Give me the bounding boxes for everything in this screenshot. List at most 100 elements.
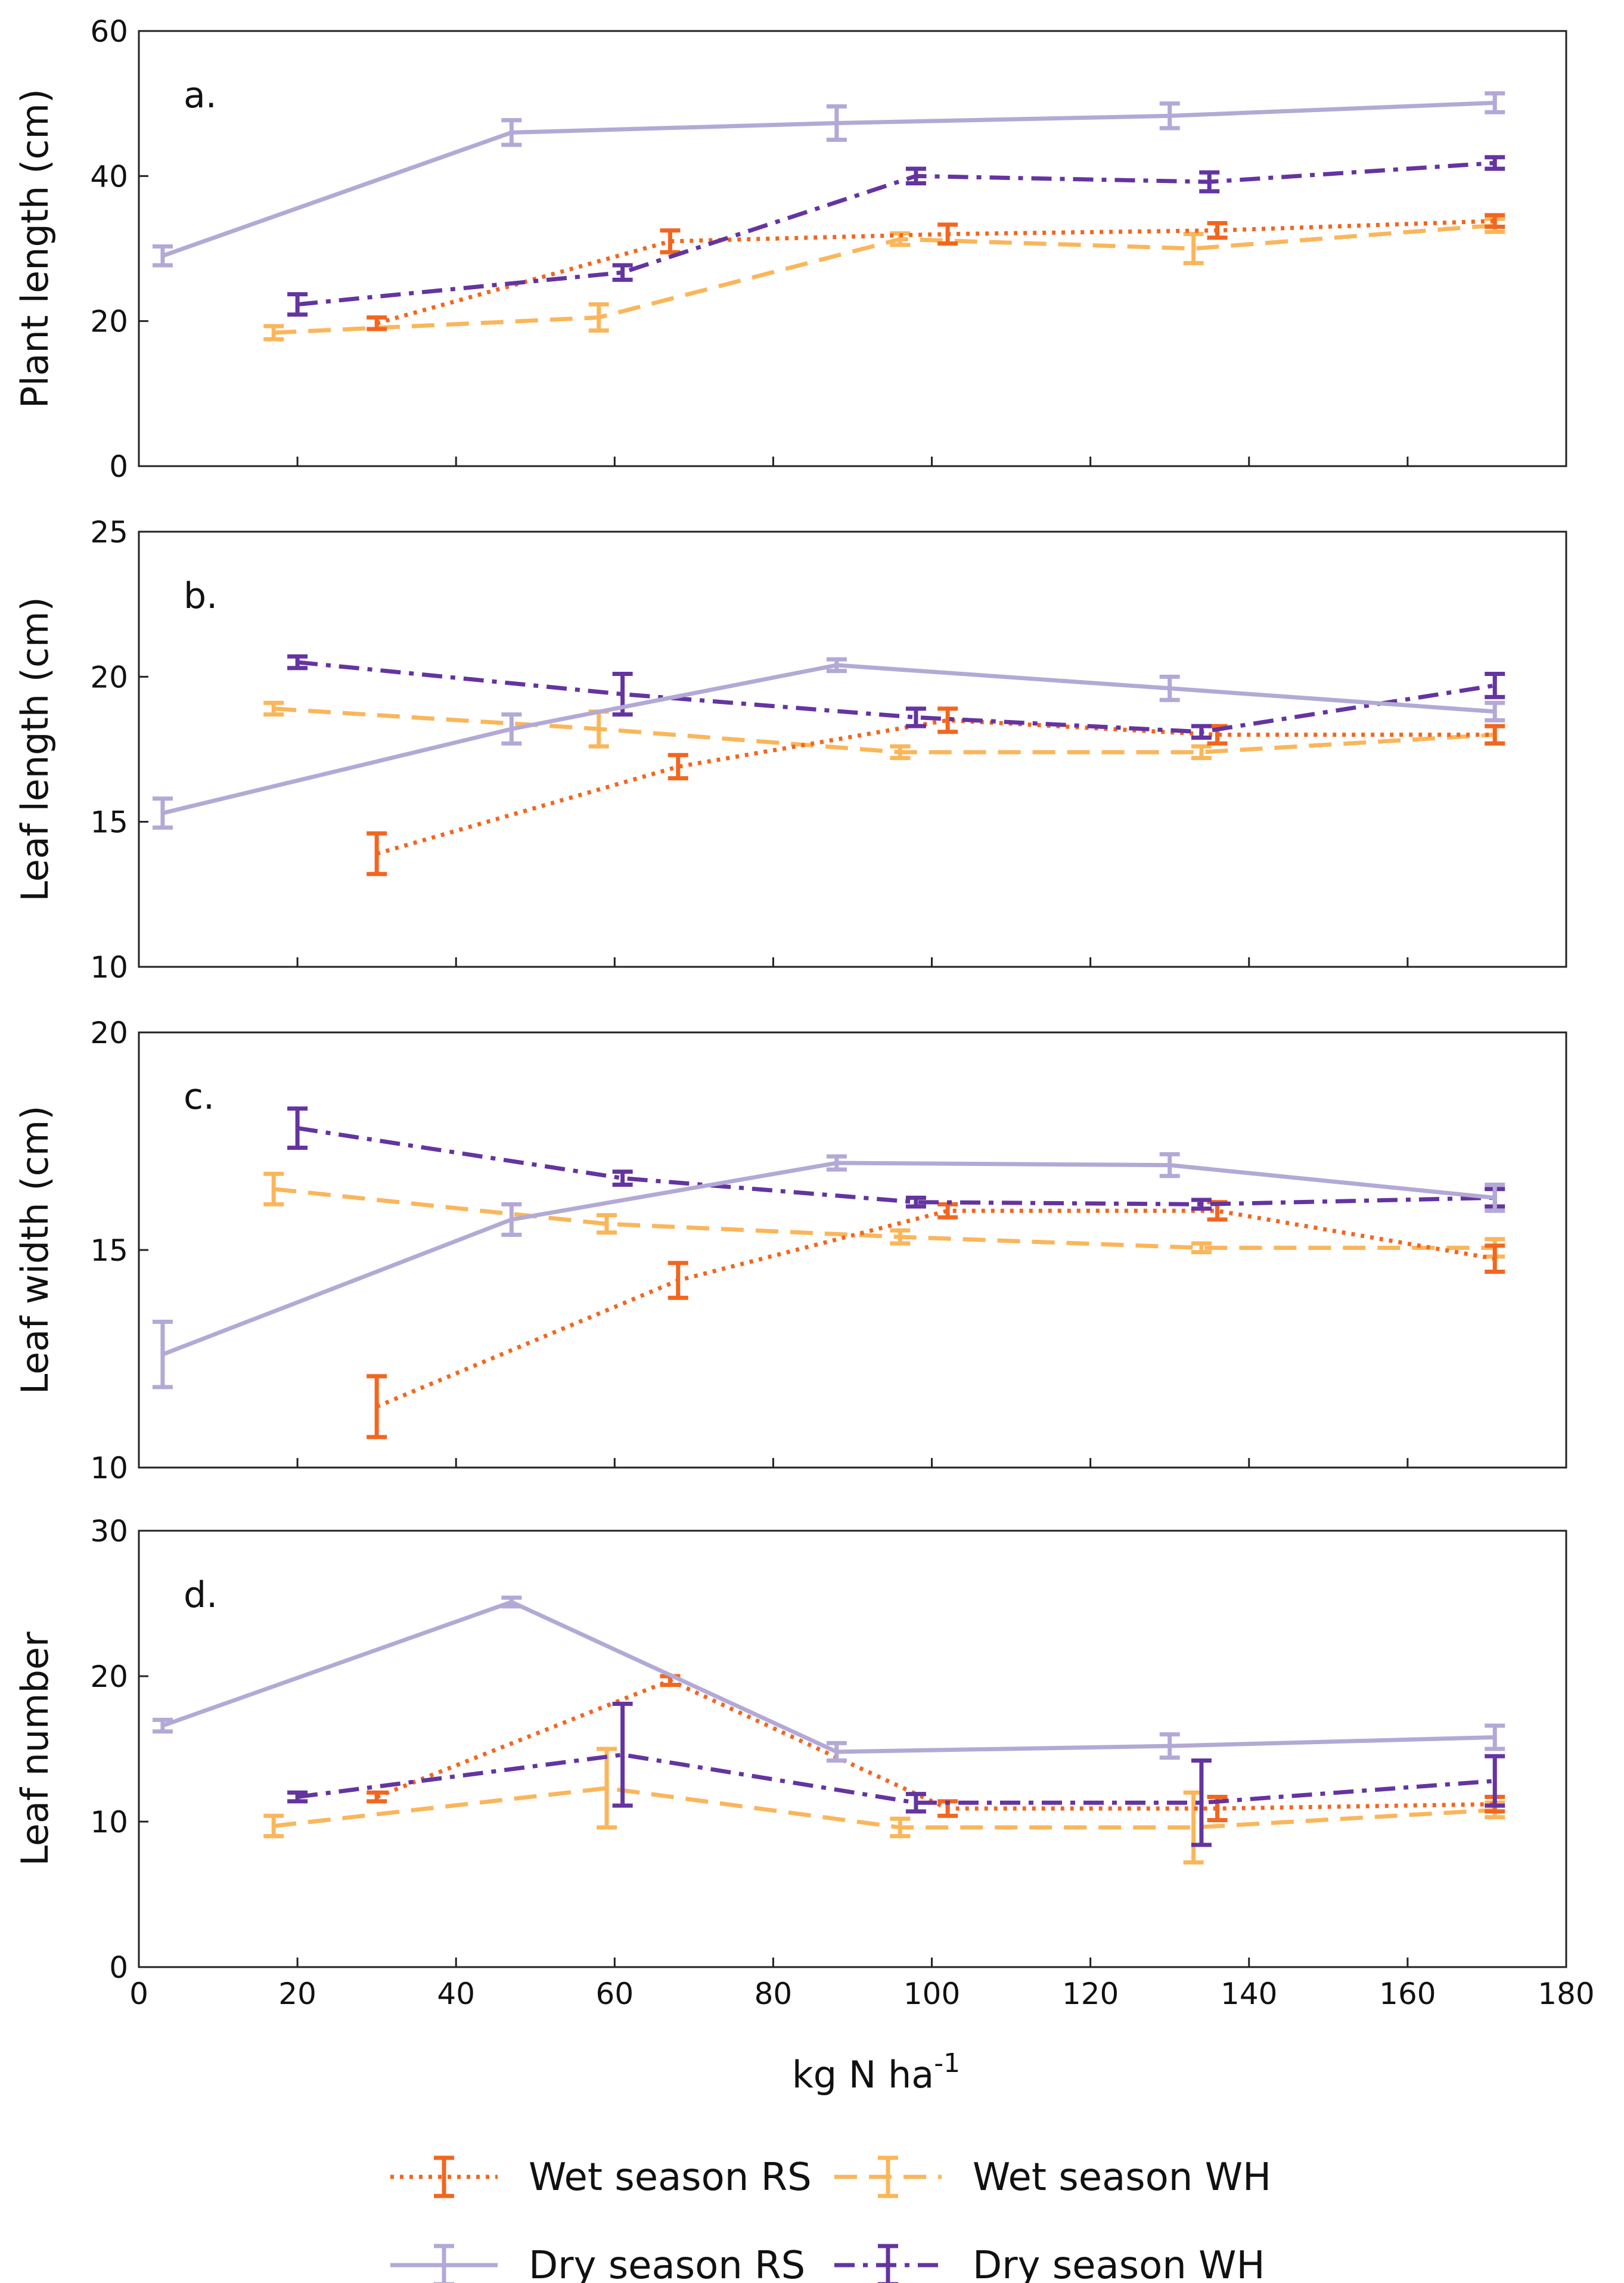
series-dry-rs (152, 1152, 1505, 1389)
x-tick-label: 80 (754, 1977, 793, 2011)
error-bar (1183, 232, 1204, 265)
error-bar (367, 315, 387, 331)
series-wet-wh (263, 216, 1505, 342)
error-bar (1159, 674, 1180, 702)
series-wet-rs (367, 706, 1505, 876)
error-bar (905, 706, 926, 728)
chart-panels: 0 20 40 60 Plant length (cm) a. 10 15 20 25 Leaf l… (13, 14, 1595, 2011)
error-bar (826, 657, 847, 674)
error-bar (263, 1813, 284, 1838)
x-tick-label: 100 (903, 1977, 960, 2011)
y-tick-label: 0 (109, 1950, 128, 1985)
legend-label: Wet season RS (529, 2155, 812, 2200)
error-bar (501, 1595, 522, 1609)
x-axis-title: kg N ha-1 (792, 2048, 960, 2096)
legend-entry-wet-rs: Wet season RS (390, 2155, 812, 2200)
x-tick-label: 40 (437, 1977, 475, 2011)
y-tick-label: 15 (90, 805, 128, 840)
x-tick-label: 120 (1062, 1977, 1119, 2011)
error-bar (905, 166, 926, 185)
error-bar (1485, 1754, 1505, 1808)
error-bar (597, 1747, 617, 1830)
error-bar (1485, 213, 1505, 229)
error-bar (1485, 1723, 1505, 1751)
y-axis-label: Leaf length (cm) (13, 597, 57, 901)
x-axis-label: kg N ha (792, 2053, 934, 2096)
error-bar (1207, 221, 1228, 240)
panel-c: 10 15 20 Leaf width (cm) c. (13, 1016, 1567, 1485)
panel-frame (138, 1530, 1567, 1968)
error-bar (152, 796, 173, 830)
error-bar (1159, 1732, 1180, 1760)
y-axis-label: Plant length (cm) (13, 89, 57, 408)
series-line (297, 1752, 1495, 1805)
chart-legend: Wet season RS Wet season WH Dry season RS D… (390, 2155, 1271, 2283)
error-bar (287, 1790, 308, 1804)
error-bar (660, 228, 681, 255)
series-line (297, 1126, 1495, 1206)
series-wet-wh (263, 1171, 1505, 1259)
panel-label: c. (184, 1076, 215, 1118)
error-bar (612, 263, 633, 282)
series-line (375, 1678, 1495, 1811)
y-tick-label: 60 (90, 14, 128, 49)
series-dry-wh (287, 1106, 1505, 1211)
error-bar (826, 104, 847, 142)
series-line (162, 100, 1495, 258)
error-bar (826, 1154, 847, 1172)
error-bar (1485, 700, 1505, 722)
series-dry-wh (287, 1701, 1505, 1847)
error-bar (501, 1202, 522, 1237)
y-tick-label: 10 (90, 950, 128, 985)
error-bar (501, 712, 522, 746)
error-bar (612, 1701, 633, 1808)
error-bar (263, 324, 284, 342)
error-bar (287, 292, 308, 317)
panel-frame (138, 30, 1567, 467)
x-tick-label: 0 (129, 1977, 148, 2011)
x-tick-label: 140 (1221, 1977, 1277, 2011)
x-tick-label: 20 (278, 1977, 316, 2011)
error-bar (937, 706, 958, 734)
error-bar (1485, 1243, 1505, 1274)
series-dry-wh (287, 654, 1505, 740)
series-line (376, 219, 1495, 325)
y-tick-label: 20 (90, 1016, 128, 1050)
y-tick-label: 10 (90, 1451, 128, 1485)
error-bar (1485, 155, 1505, 171)
panel-label: b. (184, 575, 218, 617)
error-bar (1191, 1198, 1212, 1211)
panel-frame (138, 531, 1567, 968)
panel-d: 0 20 40 60 80 100 120 140 160 180 0 10 20 30 Leaf numb… (13, 1514, 1595, 2011)
x-tick-label: 180 (1538, 1977, 1594, 2011)
series-line (162, 1600, 1495, 1754)
error-bar (152, 1319, 173, 1389)
y-tick-label: 0 (109, 449, 128, 484)
error-bar (937, 222, 958, 246)
error-bar (1191, 744, 1212, 761)
error-bar (367, 1790, 387, 1804)
series-line (162, 663, 1495, 815)
error-bar (287, 654, 308, 671)
legend-label: Wet season WH (973, 2155, 1271, 2200)
error-bar (1159, 101, 1180, 131)
series-dry-rs (152, 657, 1505, 830)
error-bar (826, 1741, 847, 1763)
error-bar (367, 831, 387, 876)
error-bar (890, 1816, 911, 1838)
panel-label: d. (184, 1574, 218, 1616)
svg-text:kg N ha-1: kg N ha-1 (792, 2048, 960, 2096)
series-wet-rs (367, 213, 1505, 331)
error-bar (501, 118, 522, 147)
error-bar (1159, 1152, 1180, 1178)
error-bar (667, 1261, 688, 1300)
legend-label: Dry season RS (529, 2244, 805, 2283)
error-bar (667, 753, 688, 781)
error-bar (152, 244, 173, 268)
series-dry-wh (287, 155, 1505, 317)
y-tick-label: 30 (90, 1514, 128, 1549)
x-tick-label: 160 (1379, 1977, 1436, 2011)
series-dry-rs (152, 1595, 1505, 1763)
error-bar (1191, 1758, 1212, 1847)
y-tick-label: 40 (90, 159, 128, 194)
